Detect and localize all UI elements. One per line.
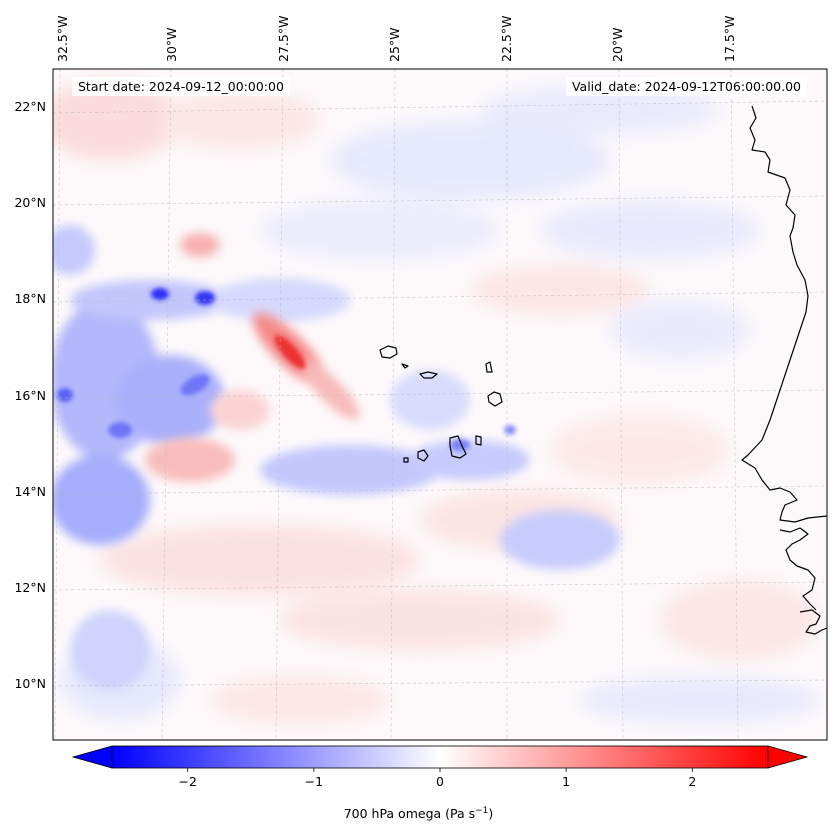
lon-tick-label: 22.5°W (499, 16, 514, 62)
colorbar-title-main: 700 hPa omega (Pa s (343, 806, 476, 822)
valid-date-label: Valid_date: 2024-09-12T06:00:00.00 (565, 77, 807, 96)
african-coastline (741, 105, 827, 523)
lon-tick-label: 30°W (164, 27, 179, 62)
colorbar-body (111, 745, 769, 769)
cape-verde-santiago (449, 435, 467, 459)
lat-tick-label: 20°N (14, 195, 46, 210)
lon-tick-label: 17.5°W (722, 16, 737, 62)
colorbar-title: 700 hPa omega (Pa s−1) (0, 806, 837, 821)
colorbar-tick-label: −1 (305, 774, 323, 789)
lon-tick-label: 20°W (610, 27, 625, 62)
lon-tick-label: 25°W (387, 27, 402, 62)
lat-tick-label: 12°N (14, 580, 46, 595)
start-date-label: Start date: 2024-09-12_00:00:00 (72, 77, 290, 96)
colorbar-extend-high (767, 745, 809, 769)
lat-tick-label: 22°N (14, 99, 46, 114)
lon-tick-label: 27.5°W (276, 16, 291, 62)
lat-tick-labels: 22°N 20°N 18°N 16°N 14°N 12°N 10°N (14, 99, 46, 691)
colorbar-tick-label: 1 (562, 774, 570, 789)
coastline-guinea (799, 609, 827, 635)
lat-tick-label: 16°N (14, 388, 46, 403)
cape-verde-sal (485, 361, 493, 373)
colorbar: −2 −1 0 1 2 (71, 745, 809, 789)
colorbar-extend-low (71, 745, 113, 769)
colorbar-tick-label: −2 (178, 774, 196, 789)
cape-verde-maio (475, 435, 482, 446)
cape-verde-santo-antao (379, 345, 398, 359)
coastlines (379, 105, 827, 635)
coastline-gambia (779, 527, 817, 611)
colorbar-tick-label: 2 (688, 774, 696, 789)
lon-tick-label: 32.5°W (55, 16, 70, 62)
cape-verde-sao-vicente (401, 363, 409, 369)
map-frame (52, 68, 828, 741)
cape-verde-brava (403, 457, 409, 463)
cape-verde-boa-vista (487, 391, 503, 407)
lat-tick-label: 18°N (14, 291, 46, 306)
omega-field (53, 69, 827, 740)
colorbar-title-close: ) (488, 806, 494, 822)
map-gridlines (53, 69, 827, 740)
colorbar-ticks: −2 −1 0 1 2 (178, 768, 696, 789)
colorbar-tick-label: 0 (436, 774, 444, 789)
lat-tick-label: 10°N (14, 676, 46, 691)
cape-verde-fogo (417, 449, 429, 462)
lon-tick-labels: 32.5°W 30°W 27.5°W 25°W 22.5°W 20°W 17.5… (55, 16, 737, 62)
cape-verde-sao-nicolau (419, 371, 438, 379)
colorbar-title-exponent: −1 (475, 806, 489, 816)
lat-tick-label: 14°N (14, 484, 46, 499)
